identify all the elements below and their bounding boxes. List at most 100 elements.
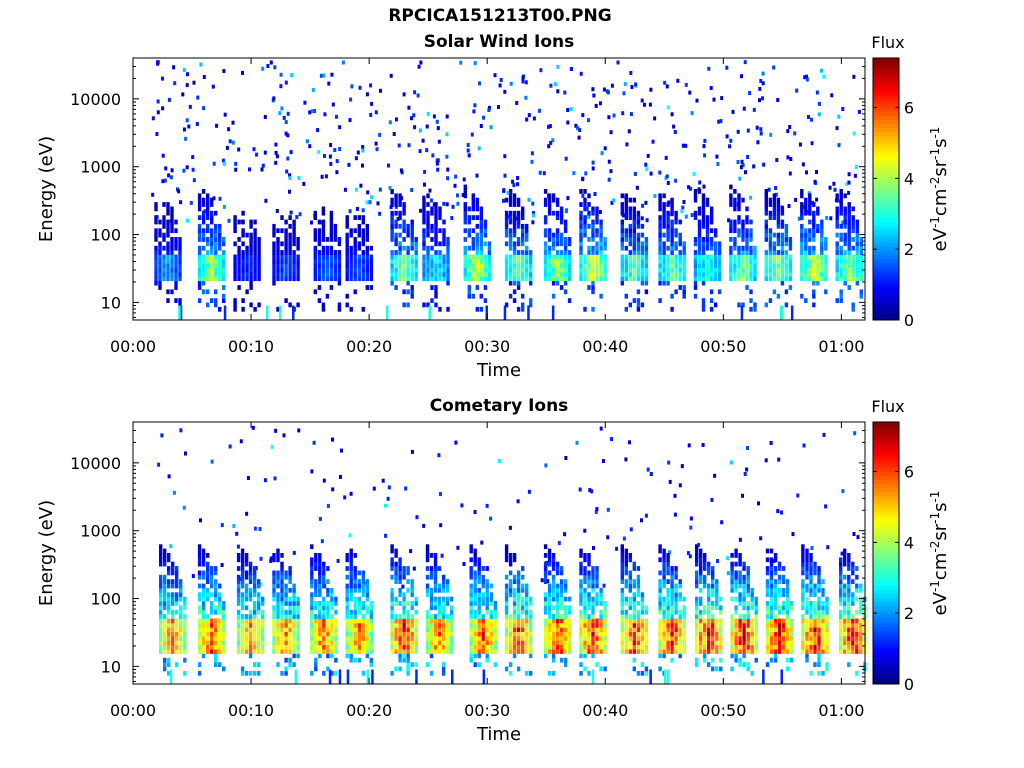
- noise-cell: [454, 174, 458, 179]
- flux-cell: [579, 250, 583, 255]
- flux-cell: [313, 232, 317, 238]
- low-energy-cell: [385, 305, 389, 320]
- flux-cell: [179, 587, 183, 593]
- noise-cell: [833, 187, 837, 192]
- flux-cell: [398, 601, 402, 606]
- flux-cell: [402, 302, 406, 308]
- flux-cell: [772, 232, 777, 238]
- flux-cell: [438, 206, 442, 212]
- flux-cell: [163, 561, 167, 567]
- flux-cell: [764, 258, 768, 264]
- flux-cell: [473, 601, 477, 606]
- flux-cell: [508, 627, 513, 632]
- flux-cell: [240, 570, 245, 576]
- noise-cell: [688, 554, 692, 559]
- flux-cell: [296, 618, 300, 624]
- flux-cell: [563, 622, 568, 628]
- flux-cell: [390, 592, 394, 598]
- flux-cell: [742, 618, 746, 624]
- noise-cell: [453, 183, 457, 188]
- flux-cell: [603, 272, 607, 277]
- flux-cell: [737, 263, 741, 268]
- flux-cell: [471, 293, 475, 299]
- flux-cell: [682, 289, 686, 295]
- flux-cell: [640, 254, 645, 260]
- flux-cell: [179, 596, 183, 602]
- flux-cell: [349, 644, 353, 650]
- flux-cell: [843, 206, 847, 212]
- flux-cell: [272, 605, 276, 611]
- flux-cell: [197, 644, 202, 650]
- flux-cell: [197, 627, 202, 632]
- flux-cell: [512, 618, 517, 624]
- flux-cell: [529, 653, 533, 659]
- flux-cell: [437, 618, 442, 624]
- flux-cell: [670, 202, 674, 207]
- flux-cell: [477, 653, 481, 659]
- flux-cell: [749, 276, 753, 282]
- flux-cell: [666, 622, 670, 628]
- flux-cell: [353, 254, 357, 260]
- flux-cell: [326, 592, 330, 598]
- flux-cell: [158, 219, 162, 225]
- flux-cell: [567, 644, 572, 650]
- noise-cell: [684, 82, 688, 87]
- flux-cell: [784, 223, 789, 229]
- flux-cell: [310, 649, 314, 654]
- flux-cell: [353, 622, 357, 628]
- flux-cell: [742, 644, 746, 650]
- flux-cell: [620, 237, 624, 242]
- flux-cell: [719, 618, 723, 624]
- flux-cell: [272, 583, 276, 589]
- flux-cell: [670, 579, 674, 584]
- flux-cell: [579, 587, 583, 593]
- flux-cell: [812, 237, 816, 242]
- flux-cell: [729, 184, 733, 190]
- noise-cell: [627, 129, 631, 134]
- flux-cell: [361, 636, 365, 641]
- flux-cell: [636, 250, 641, 255]
- flux-cell: [595, 644, 599, 650]
- flux-cell: [334, 640, 338, 646]
- flux-cell: [717, 272, 722, 277]
- noise-cell: [279, 84, 283, 89]
- flux-cell: [555, 280, 560, 286]
- flux-cell: [426, 250, 430, 255]
- flux-cell: [402, 636, 406, 641]
- flux-cell: [559, 215, 564, 220]
- flux-cell: [178, 258, 182, 264]
- flux-cell: [361, 631, 365, 637]
- noise-cell: [682, 200, 686, 204]
- noise-cell: [278, 111, 282, 116]
- flux-cell: [414, 245, 418, 251]
- flux-cell: [599, 666, 603, 672]
- flux-cell: [765, 614, 770, 619]
- noise-cell: [841, 107, 845, 111]
- noise-cell: [736, 160, 740, 164]
- flux-cell: [206, 627, 210, 632]
- flux-cell: [236, 579, 241, 584]
- flux-cell: [764, 250, 768, 255]
- flux-cell: [398, 276, 402, 282]
- flux-cell: [353, 601, 357, 606]
- flux-cell: [394, 596, 398, 602]
- flux-cell: [257, 670, 261, 676]
- noise-cell: [282, 433, 286, 438]
- flux-cell: [835, 197, 839, 203]
- flux-cell: [365, 254, 369, 260]
- flux-cell: [583, 653, 587, 659]
- flux-cell: [222, 250, 226, 255]
- flux-cell: [369, 614, 373, 619]
- flux-cell: [398, 232, 402, 238]
- flux-cell: [249, 245, 253, 251]
- flux-cell: [357, 223, 361, 229]
- noise-cell: [379, 88, 382, 93]
- flux-cell: [693, 250, 698, 255]
- noise-cell: [308, 110, 312, 115]
- flux-cell: [547, 263, 552, 268]
- flux-cell: [709, 210, 714, 216]
- noise-cell: [470, 132, 474, 137]
- flux-cell: [835, 193, 839, 199]
- flux-cell: [210, 649, 214, 654]
- flux-cell: [707, 622, 711, 628]
